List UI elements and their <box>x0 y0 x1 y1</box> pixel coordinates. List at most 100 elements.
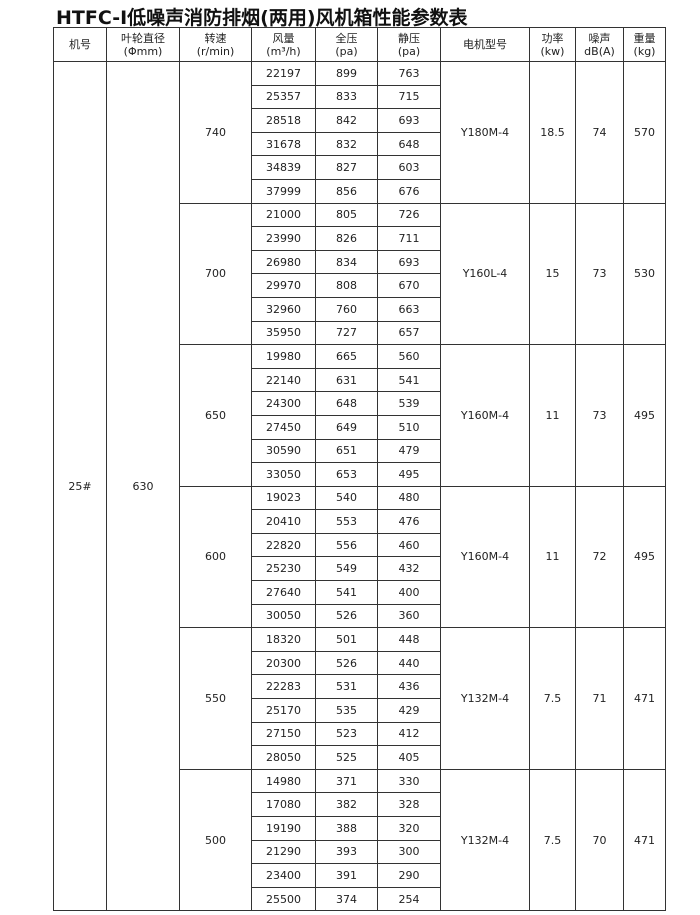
header-weight: 重量 (kg) <box>623 27 666 62</box>
airflow-cell: 31678 <box>251 131 316 157</box>
total-pressure-cell: 760 <box>315 296 378 322</box>
static-pressure-cell: 436 <box>377 674 441 700</box>
total-pressure-cell: 842 <box>315 108 378 133</box>
table-row: 500 14980 371 330 Y132M-4 7.5 70 471 <box>54 768 666 912</box>
static-pressure-cell: 676 <box>377 178 441 204</box>
total-pressure-cell: 388 <box>315 816 378 841</box>
total-pressure-cell: 541 <box>315 580 378 605</box>
table-row: 26980 834 693 <box>54 249 666 275</box>
total-pressure-cell: 826 <box>315 226 378 251</box>
airflow-cell: 25357 <box>251 84 316 110</box>
airflow-cell: 18320 <box>251 627 316 652</box>
speed-cell: 600 <box>179 485 252 629</box>
static-pressure-cell: 328 <box>377 792 441 817</box>
speed-cell: 550 <box>179 627 252 770</box>
header-static-pressure: 静压 (pa) <box>377 27 441 62</box>
static-pressure-cell: 412 <box>377 721 441 747</box>
header-label: 机号 <box>69 38 91 51</box>
static-pressure-cell: 480 <box>377 485 441 511</box>
table-row: 650 19980 665 560 Y160M-4 11 73 495 <box>54 344 666 487</box>
motor-model-cell: Y160L-4 <box>440 202 530 346</box>
static-pressure-cell: 726 <box>377 202 441 228</box>
weight-cell: 530 <box>623 202 666 346</box>
power-cell: 7.5 <box>529 768 576 912</box>
total-pressure-cell: 501 <box>315 627 378 652</box>
airflow-cell: 21290 <box>251 839 316 865</box>
static-pressure-cell: 657 <box>377 320 441 346</box>
airflow-cell: 19023 <box>251 485 316 511</box>
table-row: 17080 382 328 <box>54 792 666 817</box>
static-pressure-cell: 330 <box>377 768 441 794</box>
speed-cell: 740 <box>179 61 252 204</box>
total-pressure-cell: 523 <box>315 721 378 747</box>
total-pressure-cell: 531 <box>315 674 378 700</box>
header-unit: (pa) <box>335 44 358 58</box>
header-speed: 转速 (r/min) <box>179 27 252 62</box>
total-pressure-cell: 535 <box>315 698 378 723</box>
static-pressure-cell: 603 <box>377 155 441 180</box>
table-row: 23400 391 290 <box>54 863 666 888</box>
header-unit: (r/min) <box>196 44 235 58</box>
total-pressure-cell: 665 <box>315 344 378 369</box>
motor-model-cell: Y180M-4 <box>440 61 530 204</box>
header-motor-model: 电机型号 <box>440 27 530 62</box>
static-pressure-cell: 541 <box>377 367 441 393</box>
weight-cell: 471 <box>623 768 666 912</box>
weight-cell: 570 <box>623 61 666 204</box>
table-row: 27150 523 412 <box>54 721 666 747</box>
static-pressure-cell: 715 <box>377 84 441 110</box>
table-row: 22140 631 541 <box>54 367 666 393</box>
static-pressure-cell: 405 <box>377 745 441 770</box>
table-row: 28518 842 693 <box>54 108 666 133</box>
total-pressure-cell: 727 <box>315 320 378 346</box>
weight-cell: 471 <box>623 627 666 770</box>
header-total-pressure: 全压 (pa) <box>315 27 378 62</box>
airflow-cell: 25500 <box>251 886 316 912</box>
header-unit: dB(A) <box>584 44 615 58</box>
airflow-cell: 35950 <box>251 320 316 346</box>
header-unit: (m³/h) <box>266 44 301 58</box>
static-pressure-cell: 670 <box>377 273 441 298</box>
total-pressure-cell: 556 <box>315 532 378 558</box>
table-row: 550 18320 501 448 Y132M-4 7.5 71 471 <box>54 627 666 770</box>
noise-cell: 70 <box>575 768 624 912</box>
table-row: 31678 832 648 <box>54 131 666 157</box>
header-row: 机号 叶轮直径 (Φmm) 转速 (r/min) 风量 (m³/h) 全压 (pa) 静压 (pa)… <box>53 27 666 62</box>
header-unit: (pa) <box>397 44 421 58</box>
table-row: 27640 541 400 <box>54 580 666 605</box>
total-pressure-cell: 648 <box>315 391 378 416</box>
total-pressure-cell: 856 <box>315 178 378 204</box>
airflow-cell: 24300 <box>251 391 316 416</box>
performance-table: 机号 叶轮直径 (Φmm) 转速 (r/min) 风量 (m³/h) 全压 (pa) 静压 (pa)… <box>53 27 666 912</box>
header-label: 噪声 <box>588 31 611 45</box>
table-row: 37999 856 676 <box>54 178 666 204</box>
airflow-cell: 30050 <box>251 603 316 629</box>
total-pressure-cell: 899 <box>315 61 378 86</box>
total-pressure-cell: 651 <box>315 438 378 464</box>
header-label: 电机型号 <box>463 38 507 51</box>
table-row: 19190 388 320 <box>54 816 666 841</box>
noise-cell: 72 <box>575 485 624 629</box>
header-machine-no: 机号 <box>53 27 107 62</box>
table-row: 25# 630 740 22197 899 763 Y180M-4 18.5 74 570 <box>53 60 666 912</box>
header-label: 转速 <box>204 31 227 45</box>
speed-cell: 500 <box>179 768 252 912</box>
table-row: 34839 827 603 <box>54 155 666 180</box>
total-pressure-cell: 371 <box>315 768 378 794</box>
table-row: 29970 808 670 <box>54 273 666 298</box>
total-pressure-cell: 808 <box>315 273 378 298</box>
airflow-cell: 23990 <box>251 226 316 251</box>
total-pressure-cell: 653 <box>315 462 378 487</box>
total-pressure-cell: 382 <box>315 792 378 817</box>
total-pressure-cell: 833 <box>315 84 378 110</box>
airflow-cell: 32960 <box>251 296 316 322</box>
header-label: 功率 <box>541 31 564 45</box>
airflow-cell: 26980 <box>251 249 316 275</box>
airflow-cell: 22283 <box>251 674 316 700</box>
total-pressure-cell: 553 <box>315 509 378 534</box>
static-pressure-cell: 693 <box>377 249 441 275</box>
airflow-cell: 20300 <box>251 650 316 676</box>
airflow-cell: 29970 <box>251 273 316 298</box>
table-row: 30050 526 360 <box>54 603 666 629</box>
table-row: 27450 649 510 <box>54 414 666 440</box>
